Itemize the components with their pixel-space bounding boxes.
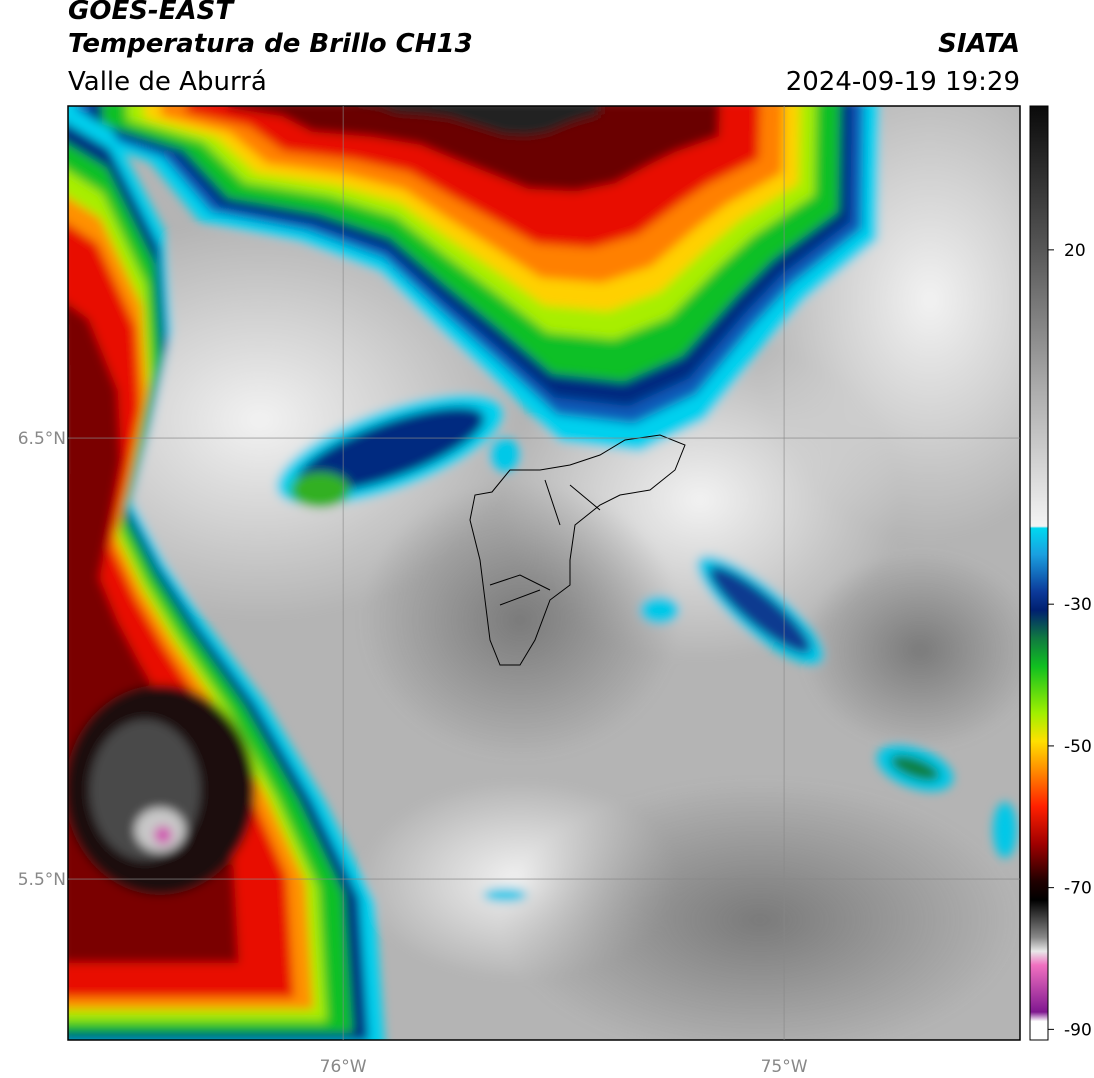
colorbar-tick-label: -70 — [1064, 879, 1092, 899]
colorbar-tick-label: -50 — [1064, 737, 1092, 757]
datetime-subtitle: 2024-09-19 19:29 — [785, 67, 1020, 97]
colorbar-tick-label: -90 — [1064, 1020, 1092, 1040]
lat-label: 6.5°N — [18, 429, 66, 449]
lat-label: 5.5°N — [18, 870, 66, 890]
source-title: SIATA — [938, 29, 1020, 59]
municipal-boundaries — [469, 434, 686, 666]
map-frame — [67, 105, 1021, 1041]
lon-label: 76°W — [320, 1057, 367, 1077]
product-title: Temperatura de Brillo CH13 — [68, 29, 473, 59]
satellite-image — [68, 106, 1020, 1040]
colorbar — [1029, 105, 1049, 1041]
lon-label: 75°W — [761, 1057, 808, 1077]
colorbar-tick-label: 20 — [1064, 241, 1086, 261]
region-subtitle: Valle de Aburrá — [68, 67, 267, 97]
colorbar-tick-label: -30 — [1064, 595, 1092, 615]
satellite-title: GOES-EAST — [68, 0, 234, 26]
